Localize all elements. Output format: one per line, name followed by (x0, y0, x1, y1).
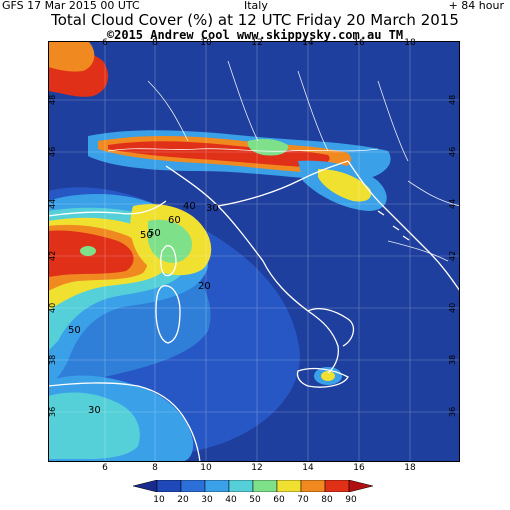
contour-label: 50 (140, 230, 153, 241)
x-tick-bottom: 8 (152, 463, 158, 473)
model-run-label: GFS 17 Mar 2015 00 UTC (2, 0, 140, 12)
map-title: Total Cloud Cover (%) at 12 UTC Friday 2… (51, 11, 459, 29)
y-tick-right: 38 (448, 354, 457, 365)
contour-label: 20 (198, 281, 211, 292)
contour-label: 30 (206, 203, 219, 214)
colorbar (133, 480, 373, 492)
y-tick-right: 44 (448, 198, 457, 209)
contour-label: 30 (88, 405, 101, 416)
x-tick-top: 10 (200, 38, 212, 48)
y-tick-left: 48 (48, 94, 57, 105)
cloud-field-alps-90 (108, 141, 330, 167)
region-label: Italy (244, 0, 268, 12)
colorbar-label: 10 (153, 495, 165, 505)
cloud-field-adriatic-70 (318, 169, 372, 202)
y-tick-right: 46 (448, 146, 457, 157)
colorbar-label: 90 (345, 495, 357, 505)
y-tick-left: 36 (48, 406, 57, 417)
country-borders (107, 60, 460, 262)
x-tick-top: 8 (152, 38, 158, 48)
y-tick-left: 42 (48, 250, 57, 261)
colorbar-cell (156, 480, 182, 492)
colorbar-label: 40 (225, 495, 237, 505)
x-tick-top: 16 (353, 38, 365, 48)
colorbar-label: 20 (177, 495, 189, 505)
colorbar-cell (204, 480, 230, 492)
y-tick-left: 44 (48, 198, 57, 209)
y-tick-right: 42 (448, 250, 457, 261)
colorbar-label: 50 (249, 495, 261, 505)
y-tick-left: 38 (48, 354, 57, 365)
x-tick-bottom: 12 (251, 463, 263, 473)
colorbar-cell (228, 480, 254, 492)
graticule (48, 41, 460, 462)
y-tick-right: 36 (448, 406, 457, 417)
x-tick-bottom: 6 (102, 463, 108, 473)
x-tick-bottom: 10 (200, 463, 212, 473)
colorbar-label: 80 (321, 495, 333, 505)
colorbar-cell (300, 480, 326, 492)
colorbar-label: 30 (201, 495, 213, 505)
contour-label: 60 (168, 215, 181, 226)
colorbar-cell (348, 480, 373, 492)
coastlines (48, 160, 460, 462)
forecast-hour-label: + 84 hour (448, 0, 504, 12)
colorbar-label: 70 (297, 495, 309, 505)
colorbar-cell (252, 480, 278, 492)
colorbar-cell (276, 480, 302, 492)
cloud-field-sicily-70 (321, 371, 335, 381)
y-tick-right: 40 (448, 302, 457, 313)
x-tick-top: 6 (102, 38, 108, 48)
cloud-field-central-60 (148, 219, 193, 263)
credit-line: ©2015 Andrew Cool www.skippysky.com.au T… (106, 28, 404, 42)
cloud-field-west-60 (80, 246, 96, 256)
y-tick-right: 48 (448, 94, 457, 105)
colorbar-label: 60 (273, 495, 285, 505)
map-canvas: 50 60 40 50 20 30 50 30 (48, 41, 460, 462)
x-tick-top: 12 (251, 38, 263, 48)
contour-label: 40 (183, 201, 196, 212)
y-tick-left: 46 (48, 146, 57, 157)
x-tick-bottom: 14 (302, 463, 314, 473)
contour-label: 50 (68, 325, 81, 336)
colorbar-cell (133, 480, 158, 492)
cloud-cover-map: 50 60 40 50 20 30 50 30 6 8 10 12 14 16 … (48, 38, 460, 462)
x-tick-bottom: 16 (353, 463, 365, 473)
y-tick-left: 40 (48, 302, 57, 313)
colorbar-cell (324, 480, 350, 492)
cloud-field-sw-50 (48, 392, 140, 459)
x-tick-top: 18 (404, 38, 416, 48)
x-tick-top: 14 (302, 38, 314, 48)
x-tick-bottom: 18 (404, 463, 416, 473)
contour-label: 50 (148, 228, 161, 239)
cloud-field-nw-80 (48, 41, 95, 72)
colorbar-cell (180, 480, 206, 492)
